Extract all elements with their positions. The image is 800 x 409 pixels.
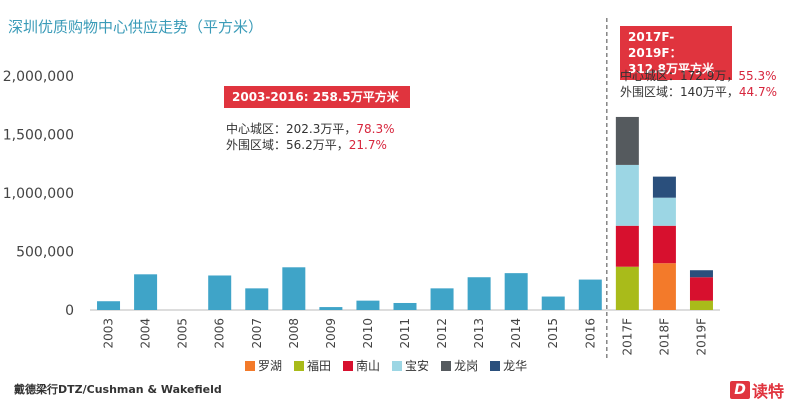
forecast-core-pct: 55.3% xyxy=(738,69,777,83)
legend-label: 宝安 xyxy=(405,359,430,373)
legend-swatch xyxy=(392,360,403,371)
historical-core-label: 中心城区：202.3万平， xyxy=(226,122,357,136)
x-tick-label: 2009 xyxy=(324,318,338,349)
forecast-core-label: 中心城区：172.9万， xyxy=(620,69,739,83)
x-tick-label: 2016 xyxy=(583,318,597,349)
bar-2004 xyxy=(134,274,158,310)
legend-swatch xyxy=(343,360,354,371)
bar-2016 xyxy=(578,279,602,310)
bar-2014 xyxy=(504,273,528,310)
y-tick-label: 500,000 xyxy=(16,245,74,261)
bar-segment-2017F-龙岗 xyxy=(615,116,639,165)
bar-2011 xyxy=(393,302,417,310)
x-tick-label: 2018F xyxy=(657,318,671,356)
legend-label: 南山 xyxy=(356,359,381,373)
legend-swatch xyxy=(245,360,255,371)
x-tick-label: 2004 xyxy=(139,318,153,349)
legend-swatch xyxy=(294,360,305,371)
legend-swatch xyxy=(490,360,501,371)
x-tick-label: 2008 xyxy=(287,318,301,349)
legend-item: 龙华 xyxy=(490,357,527,374)
legend-item: 宝安 xyxy=(392,357,429,374)
legend-item: 南山 xyxy=(343,357,380,374)
x-tick-label: 2015 xyxy=(546,318,560,349)
logo-text: 读特 xyxy=(752,382,785,401)
x-tick-label: 2013 xyxy=(472,318,486,349)
bar-2008 xyxy=(282,267,306,310)
bar-segment-2019F-南山 xyxy=(689,277,713,301)
x-tick-label: 2017F xyxy=(620,318,634,356)
historical-outer-label: 外围区域：56.2万平， xyxy=(226,138,349,152)
chart-legend: 罗湖 福田 南山 宝安 龙岗 龙华 xyxy=(245,357,527,374)
chart-title: 深圳优质购物中心供应走势（平方米） xyxy=(8,18,264,36)
bar-2012 xyxy=(430,288,454,310)
bar-segment-2018F-宝安 xyxy=(652,197,676,226)
historical-outer-pct: 21.7% xyxy=(348,138,387,152)
x-tick-label: 2011 xyxy=(398,318,412,349)
legend-swatch xyxy=(441,360,452,371)
bar-segment-2019F-龙华 xyxy=(689,270,713,278)
forecast-heading-line1: 2017F-2019F： xyxy=(628,30,682,60)
y-tick-label: 0 xyxy=(65,303,74,319)
bar-segment-2018F-龙华 xyxy=(652,176,676,198)
bar-2013 xyxy=(467,277,491,310)
x-tick-label: 2006 xyxy=(213,318,227,349)
bar-segment-2018F-南山 xyxy=(652,225,676,264)
bar-2006 xyxy=(208,275,232,310)
logo-mark-icon: D xyxy=(730,381,750,399)
legend-label: 龙岗 xyxy=(454,359,479,373)
bar-segment-2017F-福田 xyxy=(615,266,639,310)
bar-2010 xyxy=(356,300,380,310)
bar-2015 xyxy=(541,296,565,310)
forecast-outer-label: 外围区域：140万平， xyxy=(620,85,739,99)
bar-segment-2017F-南山 xyxy=(615,225,639,267)
dute-logo: D 读特 xyxy=(730,378,784,402)
bar-segment-2019F-福田 xyxy=(689,300,713,310)
y-tick-label: 1,500,000 xyxy=(3,128,74,144)
legend-label: 龙华 xyxy=(503,359,528,373)
legend-label: 福田 xyxy=(307,359,332,373)
forecast-total-badge: 2017F-2019F： 312.8万平方米 xyxy=(620,26,732,80)
source-note: 戴德梁行DTZ/Cushman & Wakefield xyxy=(14,383,222,396)
legend-item: 龙岗 xyxy=(441,357,478,374)
historical-core-pct: 78.3% xyxy=(356,122,395,136)
bar-segment-2018F-罗湖 xyxy=(652,263,676,310)
x-tick-label: 2019F xyxy=(694,318,708,356)
bar-2007 xyxy=(245,288,269,310)
x-tick-label: 2003 xyxy=(102,318,116,349)
x-tick-label: 2007 xyxy=(250,318,264,349)
y-tick-label: 2,000,000 xyxy=(3,69,74,85)
x-tick-label: 2014 xyxy=(509,318,523,349)
legend-label: 罗湖 xyxy=(258,359,283,373)
bar-2009 xyxy=(319,307,343,310)
legend-item: 福田 xyxy=(294,357,331,374)
forecast-heading-line2: 312.8万平方米 xyxy=(628,62,714,76)
legend-item: 罗湖 xyxy=(245,357,282,374)
bar-2003 xyxy=(97,301,121,310)
forecast-breakdown: 中心城区：172.9万，55.3% 外围区域：140万平，44.7% xyxy=(620,68,777,100)
y-tick-label: 1,000,000 xyxy=(3,186,74,202)
x-tick-label: 2005 xyxy=(176,318,190,349)
historical-heading: 2003-2016: 258.5万平方米 xyxy=(232,90,399,104)
forecast-outer-pct: 44.7% xyxy=(738,85,778,99)
bar-segment-2017F-宝安 xyxy=(615,164,639,226)
historical-breakdown: 中心城区：202.3万平，78.3% 外围区域：56.2万平，21.7% xyxy=(226,121,394,153)
x-tick-label: 2012 xyxy=(435,318,449,349)
historical-total-badge: 2003-2016: 258.5万平方米 xyxy=(224,86,410,108)
x-tick-label: 2010 xyxy=(361,318,375,349)
